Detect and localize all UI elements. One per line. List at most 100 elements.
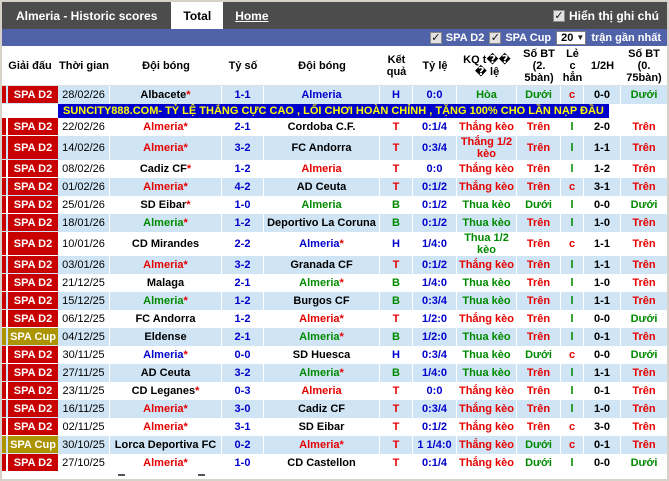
league-label: SPA D2 (8, 400, 58, 417)
league-color-strip (2, 118, 6, 135)
league-badge: SPA D2 (2, 196, 58, 214)
favorite-star-icon: * (183, 457, 188, 469)
league-badge: SPA D2 (2, 232, 58, 256)
handicap-result: Thắng kèo (457, 256, 517, 274)
full-time-score: 3-1 (222, 418, 264, 436)
over-under-2-5: Trên (517, 256, 561, 274)
match-date: 06/12/25 (58, 310, 110, 328)
away-team: Almeria* (264, 232, 380, 256)
ad-banner-link[interactable]: SUNCITY888.COM- TỶ LỆ THẮNG CỰC CAO , LỐ… (58, 104, 609, 118)
match-date: 21/12/25 (58, 274, 110, 292)
match-row: SPA D2 23/11/25 CD Leganes* 0-3 Almeria T 0:0 T… (2, 382, 667, 400)
match-row: SPA D2 03/01/26 Almeria* 3-2 Granada CF T 0:1/… (2, 256, 667, 274)
away-team: Almeria* (264, 310, 380, 328)
over-under-0-75: Dưới (630, 89, 658, 101)
favorite-star-icon: * (183, 349, 188, 361)
col-header-away: Đội bóng (298, 59, 346, 72)
match-date: 03/01/26 (58, 256, 110, 274)
league-badge: SPA D2 (2, 86, 58, 104)
handicap-result: Thua kèo (457, 292, 517, 310)
match-date: 18/01/26 (58, 214, 110, 232)
over-under-0-75: Trên (632, 259, 656, 271)
handicap-odds: 0:1/2 (413, 418, 457, 436)
result-letter: T (380, 118, 413, 136)
home-team: CD Mirandes (110, 232, 222, 256)
filter-spa-cup[interactable]: ✓ SPA Cup (489, 31, 551, 44)
league-badge: SPA D2 (2, 382, 58, 400)
result-letter: H (380, 86, 413, 104)
over-under-0-75: Trên (632, 331, 656, 343)
over-under-0-75: Trên (632, 385, 656, 397)
checkbox-checked-icon[interactable]: ✓ (429, 31, 442, 44)
result-letter: T (380, 160, 413, 178)
league-color-strip (2, 196, 6, 213)
match-row: SPA D2 14/02/26 Almeria* 3-2 FC Andorra T 0:3/… (2, 136, 667, 160)
filter-spa-d2[interactable]: ✓ SPA D2 (429, 31, 484, 44)
handicap-result: Thua kèo (457, 328, 517, 346)
result-letter: T (380, 436, 413, 454)
league-color-strip (2, 178, 6, 195)
over-under-0-75: Trên (632, 163, 656, 175)
over-under-2-5: Trên (517, 400, 561, 418)
titlebar-spacer (281, 2, 545, 29)
result-letter: T (380, 418, 413, 436)
tab-home[interactable]: Home (235, 8, 269, 23)
handicap-odds: 1/4:0 (413, 364, 457, 382)
home-team: Almeria* (110, 418, 222, 436)
favorite-star-icon: * (186, 199, 191, 211)
match-row: SPA Cup 30/10/25 Lorca Deportiva FC 0-2 Alme… (2, 436, 667, 454)
match-count-select[interactable]: 20 ▼ (556, 30, 587, 45)
over-under-0-75: Dưới (630, 313, 658, 325)
handicap-result: Thắng kèo (457, 400, 517, 418)
half-time-score: 0-0 (584, 346, 621, 364)
handicap-result: Thua kèo (457, 274, 517, 292)
favorite-star-icon: * (339, 439, 344, 451)
away-team: Cadiz CF (264, 400, 380, 418)
league-color-strip (2, 346, 6, 363)
favorite-star-icon: * (183, 403, 188, 415)
home-team: Almeria* (110, 454, 222, 472)
favorite-star-icon: * (195, 385, 200, 397)
checkbox-checked-icon[interactable]: ✓ (553, 9, 565, 22)
league-color-strip (2, 382, 6, 399)
league-color-strip (2, 256, 6, 273)
result-letter: B (380, 364, 413, 382)
handicap-result: Thua 1/2 kèo (457, 232, 517, 256)
col-header-home: Đội bóng (142, 59, 190, 72)
tab-total[interactable]: Total (171, 2, 224, 29)
over-under-2-5: Trên (517, 118, 561, 136)
result-letter: T (380, 400, 413, 418)
col-header-date: Thời gian (59, 59, 109, 72)
odd-even: l (561, 364, 584, 382)
checkbox-checked-icon[interactable]: ✓ (489, 31, 502, 44)
league-label: SPA D2 (8, 160, 58, 177)
handicap-odds: 0:1/4 (413, 118, 457, 136)
match-date: 30/10/25 (58, 436, 110, 454)
league-label: SPA D2 (8, 346, 58, 363)
page-title: Almeria - Historic scores (16, 8, 158, 23)
match-row: SPA D2 22/02/26 Almeria* 2-1 Cordoba C.F. T 0:… (2, 118, 667, 136)
match-row: SPA D2 28/02/26 Albacete* 1-1 Almeria H 0:0 Hòa… (2, 86, 667, 104)
half-time-score: 3-1 (584, 178, 621, 196)
handicap-odds: 0:3/4 (413, 136, 457, 160)
cropped-text-mark (198, 474, 205, 476)
match-date: 04/12/25 (58, 328, 110, 346)
league-color-strip (2, 418, 6, 435)
full-time-score: 1-2 (222, 292, 264, 310)
full-time-score: 0-3 (222, 382, 264, 400)
favorite-star-icon: * (339, 331, 344, 343)
handicap-result: Thua kèo (457, 196, 517, 214)
odd-even: c (561, 418, 584, 436)
match-date: 27/10/25 (58, 454, 110, 472)
league-badge: SPA D2 (2, 136, 58, 160)
half-time-score: 3-0 (584, 418, 621, 436)
home-team: Eldense (110, 328, 222, 346)
league-badge: SPA Cup (2, 436, 58, 454)
over-under-2-5: Trên (517, 418, 561, 436)
handicap-result: Thắng kèo (457, 310, 517, 328)
handicap-odds: 0:0 (413, 86, 457, 104)
show-notes-toggle[interactable]: ✓ Hiển thị ghi chú (545, 2, 667, 29)
full-time-score: 0-0 (222, 346, 264, 364)
full-time-score: 1-0 (222, 454, 264, 472)
half-time-score: 2-0 (584, 118, 621, 136)
